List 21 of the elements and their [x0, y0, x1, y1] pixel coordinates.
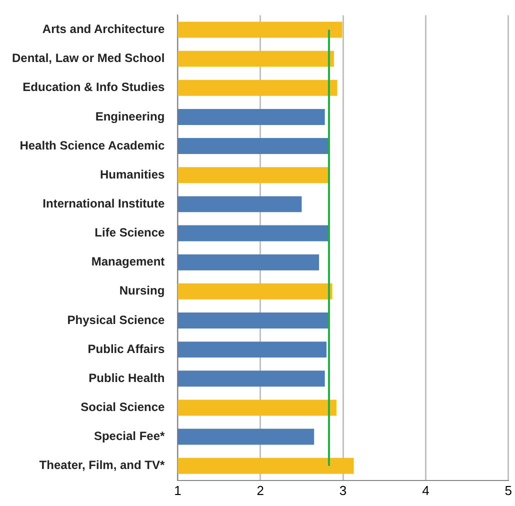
y-tick-label: Engineering	[95, 109, 165, 124]
y-tick-label: Arts and Architecture	[42, 22, 166, 36]
y-tick-label: Humanities	[100, 167, 166, 182]
y-tick-label: Physical Science	[67, 312, 165, 327]
y-tick-label: Social Science	[80, 400, 166, 414]
y-tick-label: Management	[91, 254, 165, 269]
y-tick-label: Health Science Academic	[20, 138, 165, 152]
x-tick-label: 4	[422, 482, 430, 498]
y-tick-label: Education & Info Studies	[22, 80, 165, 94]
x-tick-label: 5	[504, 482, 512, 498]
y-tick-label: Theater, Film, and TV*	[39, 458, 165, 472]
x-tick-label: 2	[256, 482, 264, 498]
x-tick-label: 3	[339, 482, 347, 498]
y-tick-label: Special Fee*	[94, 429, 165, 444]
y-tick-label: Dental, Law or Med School	[12, 51, 165, 66]
y-tick-label: Public Health	[88, 370, 165, 385]
y-tick-label: International Institute	[42, 196, 165, 210]
y-tick-label: Life Science	[94, 226, 166, 240]
x-tick-label: 1	[174, 482, 182, 498]
y-tick-label: Nursing	[119, 284, 165, 298]
y-tick-label: Public Affairs	[88, 342, 166, 356]
